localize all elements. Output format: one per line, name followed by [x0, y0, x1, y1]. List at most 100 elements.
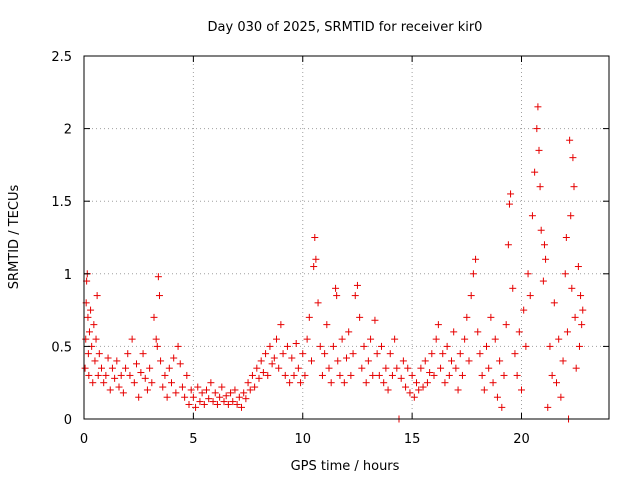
data-point	[84, 350, 92, 358]
data-point	[417, 364, 425, 372]
data-point	[445, 371, 453, 379]
data-point	[531, 168, 539, 176]
data-point	[548, 371, 556, 379]
data-point	[384, 386, 392, 394]
data-point	[378, 342, 385, 350]
data-point	[150, 313, 158, 321]
data-point	[244, 379, 252, 387]
data-point	[336, 371, 344, 379]
data-point	[316, 342, 324, 350]
data-point	[480, 386, 488, 394]
data-point	[362, 379, 370, 387]
data-point	[334, 357, 342, 365]
data-point	[172, 389, 180, 397]
data-point	[264, 371, 272, 379]
data-point	[461, 335, 469, 343]
data-point	[511, 350, 519, 358]
data-point	[95, 350, 103, 358]
data-point	[111, 374, 119, 382]
data-point	[537, 226, 545, 234]
data-point	[148, 379, 156, 387]
data-point	[388, 371, 396, 379]
data-point	[364, 357, 372, 365]
data-point	[170, 354, 178, 362]
data-point	[242, 395, 250, 403]
data-point	[340, 379, 348, 387]
data-point	[133, 360, 140, 368]
data-point	[496, 357, 504, 365]
data-point	[465, 357, 473, 365]
data-point	[553, 379, 560, 387]
data-point	[528, 212, 536, 220]
data-point	[577, 292, 585, 300]
data-point	[220, 398, 228, 406]
data-point	[399, 357, 407, 365]
data-point	[509, 284, 517, 292]
y-tick-label: 0.5	[51, 340, 72, 355]
data-point	[128, 335, 136, 343]
data-point	[493, 393, 501, 401]
data-point	[301, 371, 309, 379]
data-point	[286, 379, 294, 387]
data-point	[428, 350, 436, 358]
data-point	[143, 386, 151, 394]
data-point	[106, 386, 114, 394]
data-point	[196, 398, 204, 406]
data-point	[404, 364, 412, 372]
data-point	[448, 357, 455, 365]
data-point	[487, 313, 495, 321]
data-point	[542, 255, 550, 263]
data-point	[308, 357, 315, 365]
data-point	[360, 342, 368, 350]
data-point	[568, 284, 576, 292]
data-point	[343, 354, 350, 362]
data-point	[94, 371, 102, 379]
data-point	[323, 321, 331, 329]
data-point	[534, 103, 542, 111]
x-tick-label: 20	[513, 432, 530, 447]
data-point	[491, 335, 499, 343]
data-point	[434, 321, 442, 329]
data-point	[373, 350, 381, 358]
data-point	[450, 328, 458, 336]
data-point	[563, 328, 571, 336]
chart-title: Day 030 of 2025, SRMTID for receiver kir…	[208, 20, 483, 35]
data-point	[458, 371, 466, 379]
y-tick-label: 0	[64, 413, 72, 428]
data-point	[108, 364, 116, 372]
data-point	[353, 281, 361, 289]
data-point	[277, 321, 285, 329]
data-point	[152, 335, 160, 343]
data-point	[437, 364, 445, 372]
data-point	[345, 328, 353, 336]
data-point	[163, 393, 171, 401]
data-point	[314, 299, 322, 307]
data-point	[367, 335, 375, 343]
data-point	[185, 400, 193, 408]
data-point	[555, 335, 563, 343]
data-point	[474, 328, 482, 336]
data-point	[203, 386, 210, 394]
y-tick-label: 2.5	[51, 50, 72, 65]
data-point	[283, 342, 291, 350]
data-point	[371, 316, 379, 324]
data-point	[410, 393, 418, 401]
x-tick-label: 5	[189, 432, 197, 447]
data-point	[419, 383, 427, 391]
data-point	[165, 364, 173, 372]
data-point	[137, 369, 145, 377]
data-point	[432, 335, 440, 343]
data-point	[268, 360, 276, 368]
data-point	[504, 241, 512, 249]
data-point	[518, 386, 525, 394]
data-point	[533, 125, 541, 133]
data-point	[515, 328, 523, 336]
data-point	[275, 364, 283, 372]
data-point	[539, 277, 547, 285]
data-point	[117, 371, 125, 379]
data-point	[472, 255, 480, 263]
data-point	[139, 350, 147, 358]
data-point	[540, 241, 548, 249]
data-point	[536, 183, 544, 191]
